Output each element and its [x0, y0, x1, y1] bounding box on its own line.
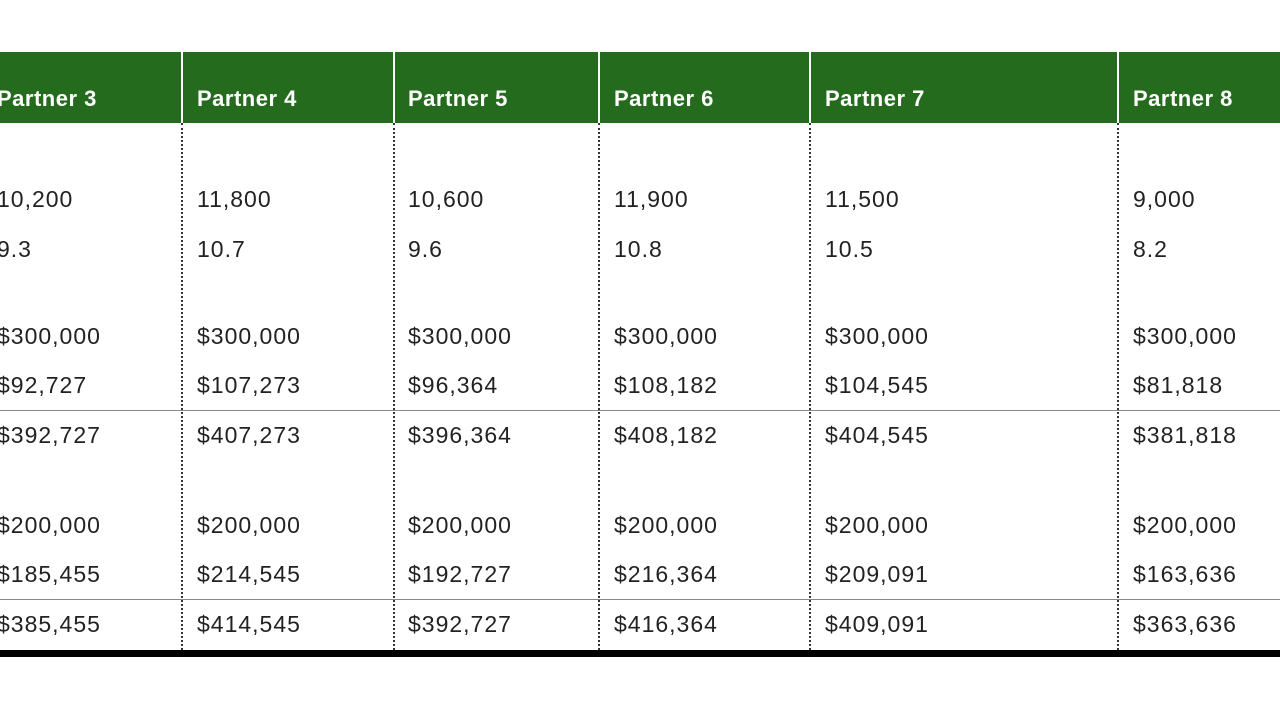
table-cell: $408,182 [614, 422, 718, 448]
table-bottom-rule [0, 650, 1280, 657]
table-cell: $300,000 [1133, 323, 1237, 349]
table-cell: $200,000 [825, 512, 929, 538]
table-cell: $407,273 [197, 422, 301, 448]
table-cell: 9,000 [1133, 186, 1196, 212]
table-cell: $209,091 [825, 561, 929, 587]
table-cell: 11,900 [614, 186, 689, 212]
column-separator [809, 123, 811, 650]
table-cell: $300,000 [0, 323, 101, 349]
table-cell: $300,000 [408, 323, 512, 349]
row-divider [0, 599, 1280, 600]
column-header: Partner 4 [197, 86, 297, 111]
table-cell: $414,545 [197, 611, 301, 637]
header-separator [393, 52, 395, 123]
table-cell: $107,273 [197, 372, 301, 398]
table-cell: $363,636 [1133, 611, 1237, 637]
column-header: Partner 8 [1133, 86, 1233, 111]
table-cell: $200,000 [0, 512, 101, 538]
table-cell: $392,727 [0, 422, 101, 448]
table-cell: $396,364 [408, 422, 512, 448]
table-cell: $92,727 [0, 372, 88, 398]
table-cell: $381,818 [1133, 422, 1237, 448]
table-cell: 10.8 [614, 236, 663, 262]
header-bar [0, 52, 1280, 123]
table-cell: 11,800 [197, 186, 272, 212]
table-cell: $104,545 [825, 372, 929, 398]
table-cell: $96,364 [408, 372, 499, 398]
table-cell: $200,000 [408, 512, 512, 538]
table-cell: $185,455 [0, 561, 101, 587]
table-cell: $409,091 [825, 611, 929, 637]
table-cell: $300,000 [825, 323, 929, 349]
table-cell: 9.3 [0, 236, 32, 262]
column-header: Partner 7 [825, 86, 925, 111]
table-cell: $200,000 [1133, 512, 1237, 538]
column-header: Partner 6 [614, 86, 714, 111]
table-cell: $192,727 [408, 561, 512, 587]
header-separator [598, 52, 600, 123]
table-cell: $108,182 [614, 372, 718, 398]
table-cell: $300,000 [197, 323, 301, 349]
table-cell: 10.7 [197, 236, 246, 262]
header-separator [809, 52, 811, 123]
table-cell: $404,545 [825, 422, 929, 448]
column-header: Partner 5 [408, 86, 508, 111]
table-cell: $300,000 [614, 323, 718, 349]
column-separator [393, 123, 395, 650]
table-cell: $385,455 [0, 611, 101, 637]
header-separator [1117, 52, 1119, 123]
column-separator [181, 123, 183, 650]
column-header: Partner 3 [0, 86, 97, 111]
row-divider [0, 410, 1280, 411]
header-separator [181, 52, 183, 123]
table-cell: $200,000 [197, 512, 301, 538]
table-cell: $216,364 [614, 561, 718, 587]
table-cell: $214,545 [197, 561, 301, 587]
table-cell: $416,364 [614, 611, 718, 637]
table-cell: 11,500 [825, 186, 900, 212]
table-cell: 8.2 [1133, 236, 1168, 262]
table-cell: 10,200 [0, 186, 74, 212]
table-cell: $200,000 [614, 512, 718, 538]
table-cell: 10.5 [825, 236, 874, 262]
table-cell: 10,600 [408, 186, 485, 212]
table-cell: 9.6 [408, 236, 443, 262]
table-cell: $392,727 [408, 611, 512, 637]
table-cell: $163,636 [1133, 561, 1237, 587]
column-separator [598, 123, 600, 650]
column-separator [1117, 123, 1119, 650]
table-cell: $81,818 [1133, 372, 1224, 398]
